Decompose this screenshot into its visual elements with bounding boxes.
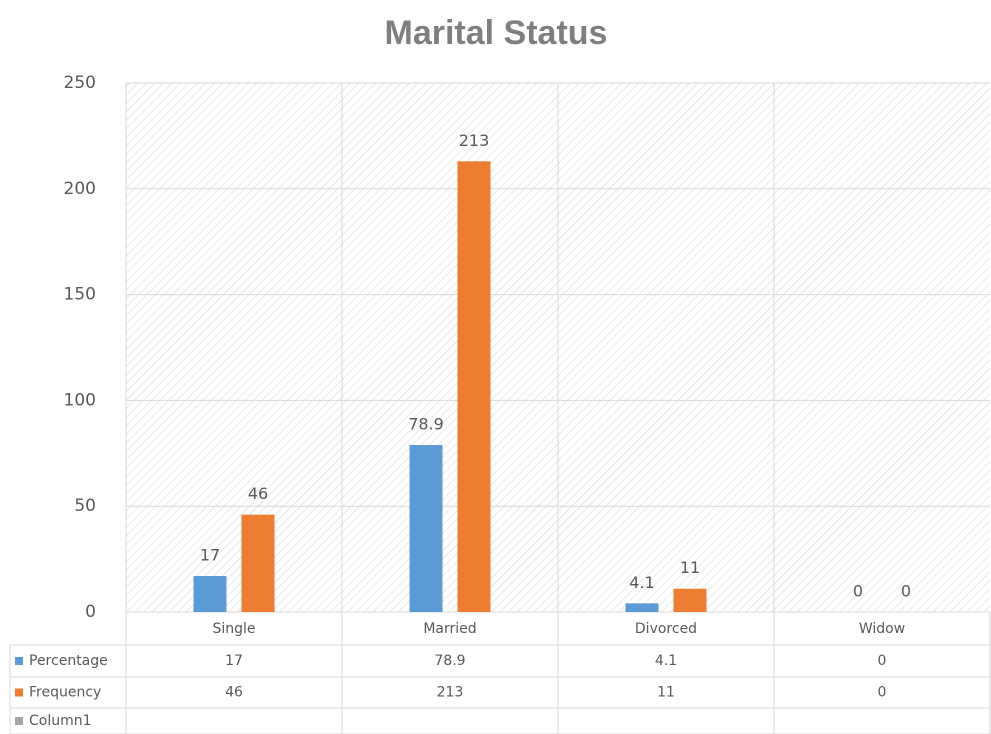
bar (626, 603, 659, 612)
data-label: 4.1 (629, 573, 654, 592)
data-label: 17 (200, 546, 220, 565)
x-tick-label: Widow (859, 621, 905, 637)
data-label: 78.9 (408, 415, 444, 434)
data-label: 0 (853, 582, 863, 601)
chart: Marital Status 0 50 100 150 200 250 Single 17 17… (0, 0, 991, 734)
y-tick-label: 250 (64, 73, 96, 93)
bar (458, 161, 491, 612)
legend-key (15, 717, 23, 725)
table-cell: 4.1 (655, 653, 677, 669)
bar (242, 515, 275, 612)
y-tick-label: 150 (64, 285, 96, 305)
table-cell: 0 (878, 685, 887, 701)
data-label: 213 (459, 131, 490, 150)
y-tick-label: 0 (85, 602, 96, 622)
bar (194, 576, 227, 612)
legend-key (15, 689, 23, 697)
data-label: 0 (901, 582, 911, 601)
table-cell: 17 (225, 653, 243, 669)
table-cell: 78.9 (434, 653, 465, 669)
x-tick-label: Divorced (635, 621, 697, 637)
table-cell: 46 (225, 685, 243, 701)
data-label: 11 (680, 558, 700, 577)
data-label: 46 (248, 484, 268, 503)
legend-key (15, 657, 23, 665)
chart-title: Marital Status (385, 14, 608, 52)
table-cell: 213 (437, 685, 464, 701)
y-tick-label: 200 (64, 179, 96, 199)
x-tick-label: Single (212, 621, 255, 637)
x-tick-label: Married (423, 621, 476, 637)
legend-label: Percentage (29, 653, 108, 669)
y-tick-label: 50 (74, 496, 96, 516)
table-cell: 0 (878, 653, 887, 669)
bar (410, 445, 443, 612)
legend-label: Frequency (29, 685, 101, 701)
bar (674, 589, 707, 612)
y-tick-label: 100 (64, 390, 96, 410)
legend-label: Column1 (29, 713, 92, 729)
table-cell: 11 (657, 685, 675, 701)
